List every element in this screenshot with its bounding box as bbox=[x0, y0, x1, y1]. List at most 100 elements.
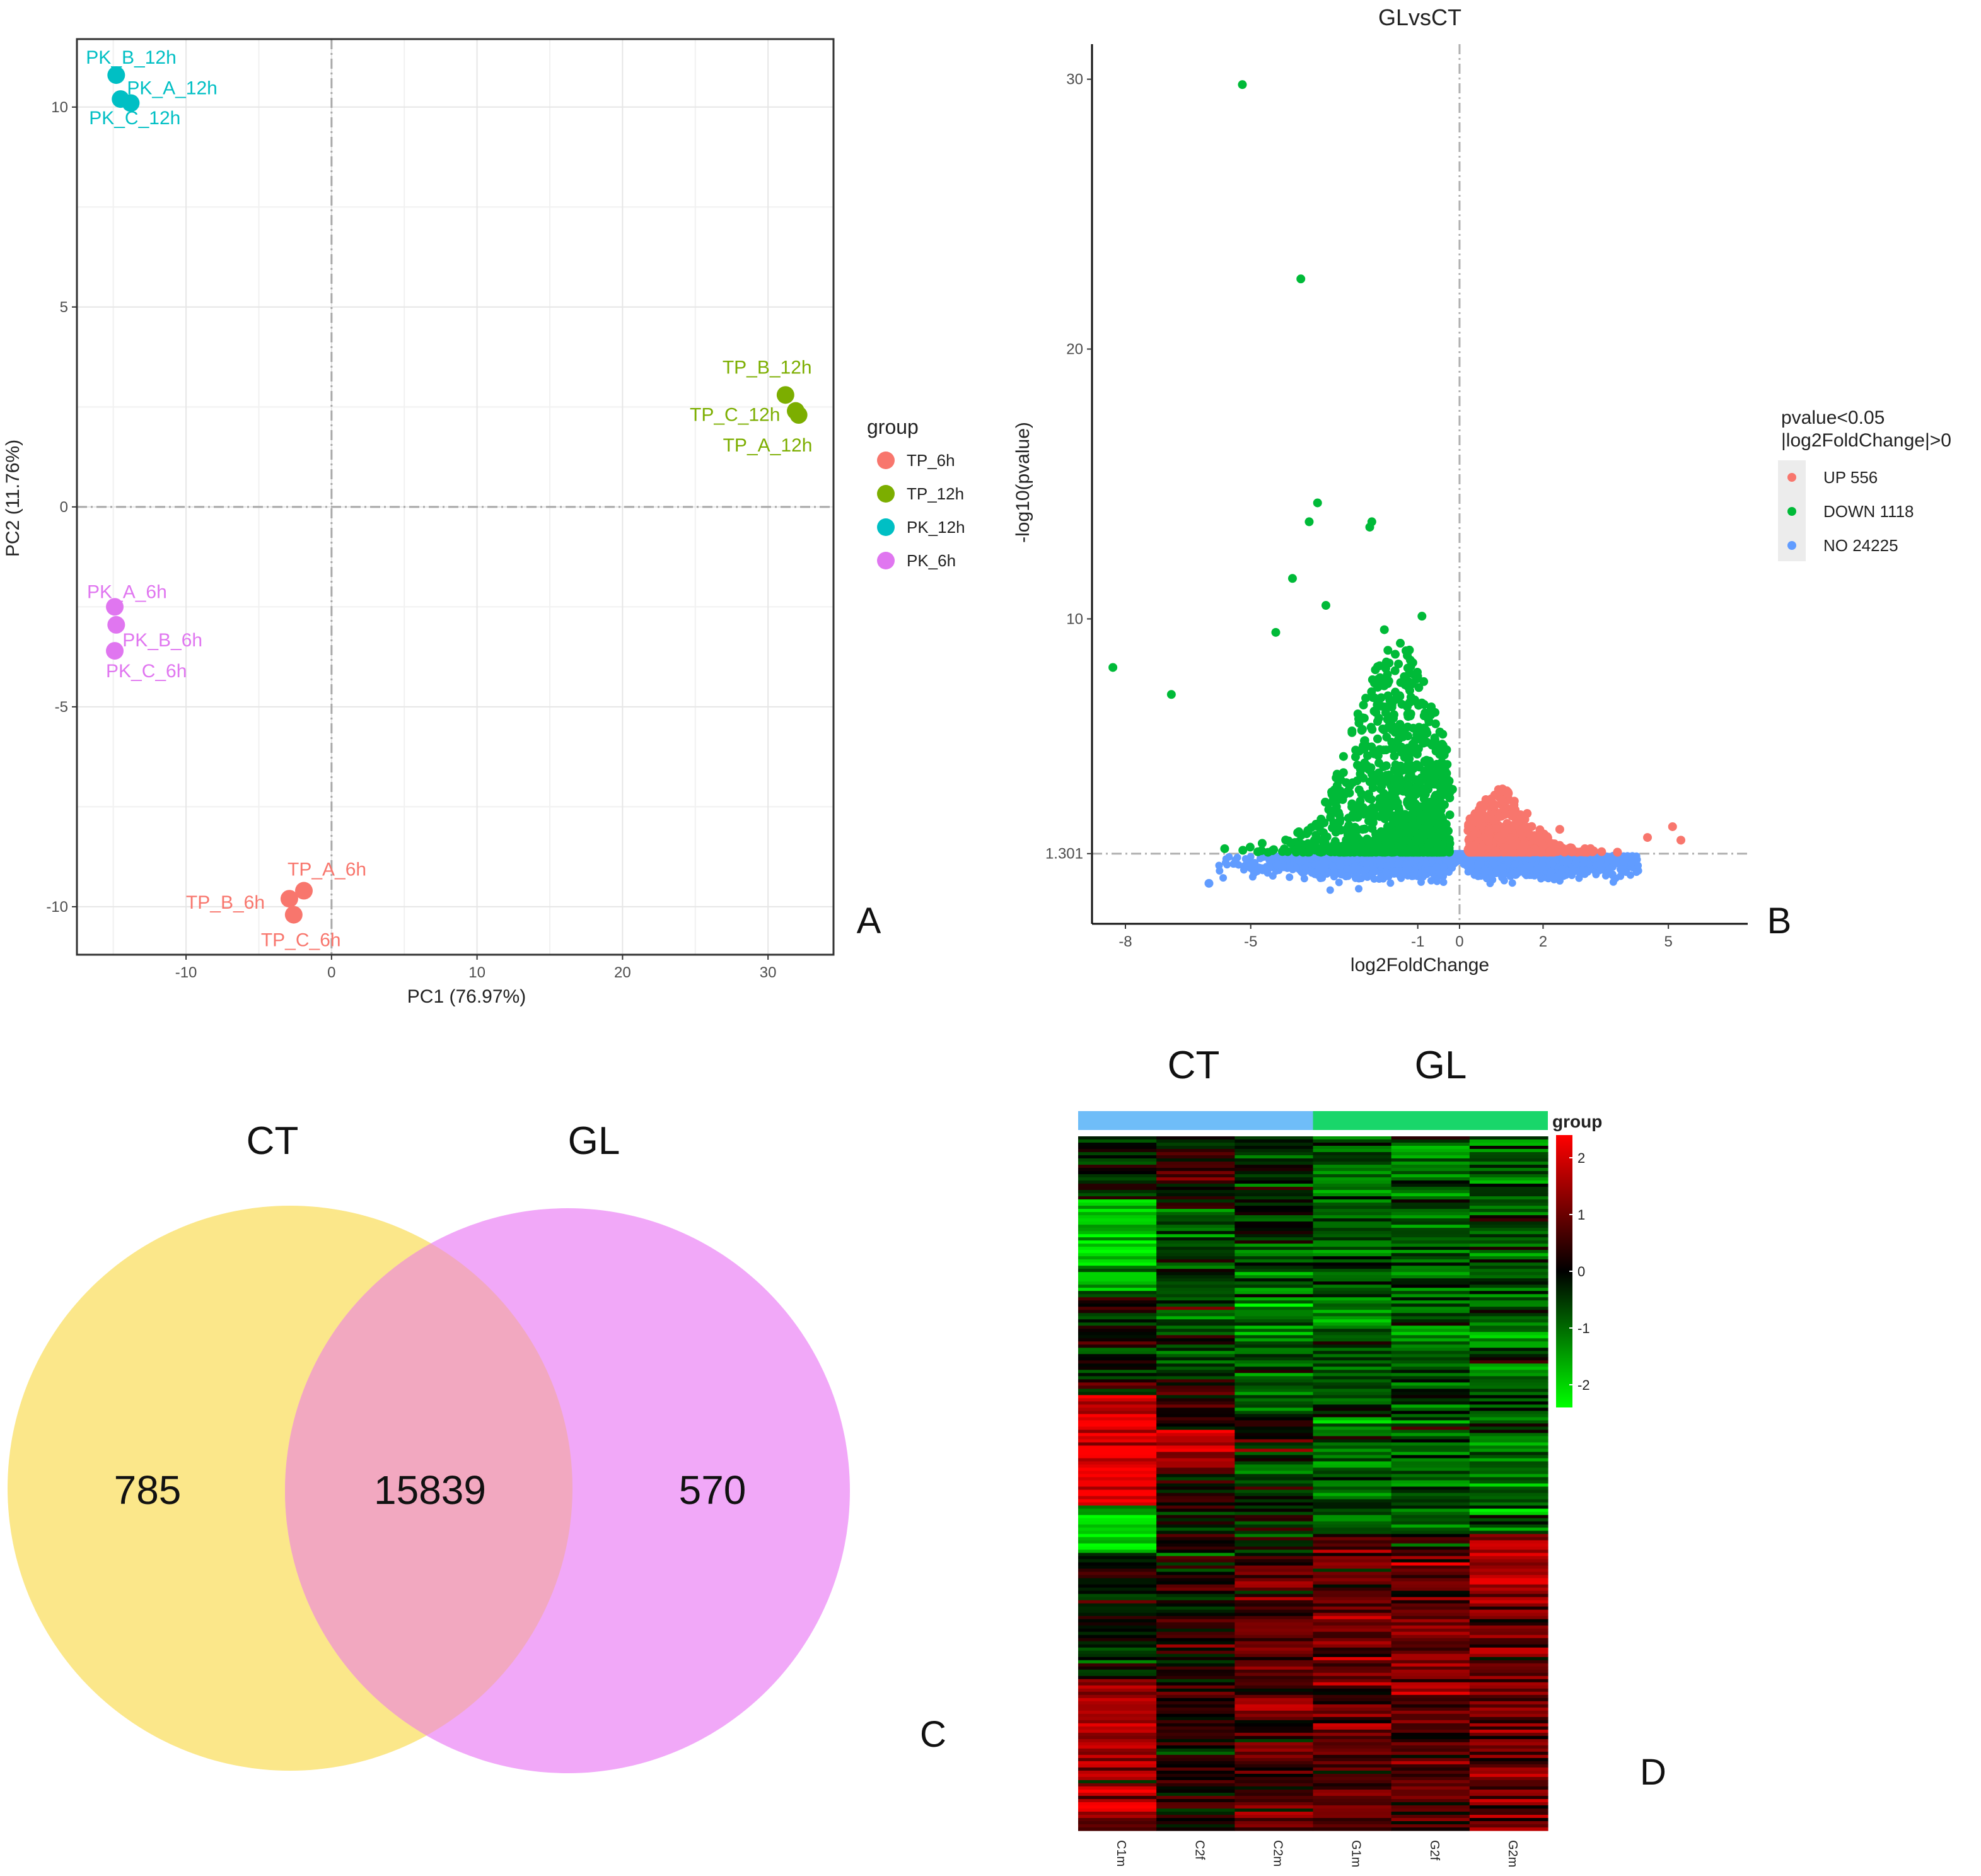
pca-x-axis-label: PC1 (76.97%) bbox=[407, 986, 526, 1007]
pca-point bbox=[789, 406, 808, 424]
volcano-point-no bbox=[1286, 873, 1294, 882]
volcano-point-no bbox=[1386, 879, 1395, 887]
volcano-point-no bbox=[1246, 865, 1255, 873]
volcano-point-no bbox=[1472, 869, 1480, 877]
pca-points bbox=[106, 66, 808, 924]
volcano-x-tick-label: 2 bbox=[1539, 933, 1547, 950]
pca-y-tick-label: 5 bbox=[60, 299, 68, 316]
pca-legend-swatch bbox=[877, 485, 895, 503]
pca-point bbox=[295, 882, 313, 900]
pca-point-label: PK_B_12h bbox=[86, 47, 176, 68]
volcano-point-no bbox=[1506, 872, 1514, 880]
pca-y-tick-label: 0 bbox=[60, 499, 68, 516]
volcano-point-no bbox=[1355, 875, 1363, 883]
pca-plot-border bbox=[76, 38, 835, 956]
volcano-point-no bbox=[1231, 859, 1240, 868]
pca-point bbox=[106, 598, 124, 616]
pca-point-label: PK_C_6h bbox=[106, 661, 187, 682]
pca-point bbox=[776, 386, 794, 404]
pca-x-tick-label: 0 bbox=[327, 964, 335, 981]
volcano-point-no bbox=[1292, 864, 1300, 872]
pca-point bbox=[107, 615, 125, 634]
pca-point-label: TP_C_12h bbox=[690, 405, 780, 426]
volcano-x-tick-label: -5 bbox=[1244, 933, 1257, 950]
pca-legend-swatch bbox=[877, 518, 895, 536]
pca-y-tick-label: -10 bbox=[46, 899, 68, 916]
pca-x-tick-label: 20 bbox=[614, 964, 631, 981]
volcano-point-no bbox=[1215, 861, 1223, 870]
pca-legend-label: PK_6h bbox=[907, 551, 956, 570]
volcano-point-no bbox=[1233, 853, 1241, 861]
volcano-point-no bbox=[1617, 865, 1625, 873]
pca-point-label: PK_A_6h bbox=[87, 581, 167, 602]
volcano-point-no bbox=[1367, 871, 1375, 879]
volcano-x-tick-label: 5 bbox=[1664, 933, 1672, 950]
volcano-x-tick-label: 0 bbox=[1455, 933, 1463, 950]
volcano-y-tick-label: 10 bbox=[1066, 610, 1083, 627]
pca-point-label: TP_C_6h bbox=[261, 930, 341, 951]
volcano-point-no bbox=[1550, 875, 1558, 883]
volcano-point-no bbox=[1617, 872, 1625, 880]
pca-point bbox=[112, 90, 130, 108]
pca-legend-label: TP_6h bbox=[907, 451, 955, 470]
pca-y-axis-label: PC2 (11.76%) bbox=[3, 440, 23, 557]
pca-gridlines bbox=[77, 39, 834, 955]
pca-point-label: PK_A_12h bbox=[127, 78, 217, 98]
volcano-point-no bbox=[1329, 862, 1337, 870]
volcano-point-no bbox=[1555, 871, 1564, 880]
volcano-point-no bbox=[1248, 873, 1257, 881]
volcano-point-no bbox=[1562, 871, 1570, 879]
volcano-x-tick-label: -8 bbox=[1118, 933, 1132, 950]
volcano-point-no bbox=[1622, 868, 1630, 877]
panel-label-a: A bbox=[857, 900, 881, 941]
volcano-point-no bbox=[1335, 878, 1343, 887]
pca-x-tick-label: 30 bbox=[760, 964, 777, 981]
volcano-point-no bbox=[1439, 878, 1448, 887]
pca-point-label: TP_B_12h bbox=[723, 357, 812, 378]
volcano-point-no bbox=[1486, 879, 1494, 887]
volcano-point-no bbox=[1280, 863, 1288, 871]
pca-point bbox=[284, 906, 303, 924]
pca-legend-label: PK_12h bbox=[907, 518, 965, 537]
volcano-points bbox=[1108, 80, 1686, 894]
pca-y-tick-label: -5 bbox=[55, 699, 68, 716]
volcano-point-no bbox=[1221, 858, 1229, 866]
volcano-point-no bbox=[1343, 865, 1351, 873]
volcano-point-no bbox=[1308, 869, 1316, 877]
volcano-point-no bbox=[1499, 871, 1508, 879]
volcano-point-no bbox=[1272, 861, 1281, 870]
pca-point bbox=[107, 66, 125, 84]
volcano-x-tick-label: -1 bbox=[1411, 933, 1424, 950]
volcano-point-no bbox=[1427, 877, 1435, 885]
volcano-point-no bbox=[1410, 871, 1419, 880]
pca-point-label: TP_A_12h bbox=[723, 435, 813, 456]
pca-point-label: TP_A_6h bbox=[288, 859, 366, 880]
pca-legend-label: TP_12h bbox=[907, 484, 964, 503]
volcano-point-no bbox=[1632, 852, 1641, 860]
pca-x-tick-label: 10 bbox=[468, 964, 485, 981]
volcano-point-no bbox=[1344, 872, 1352, 880]
volcano-point-no bbox=[1241, 855, 1250, 863]
pca-point-label: TP_B_6h bbox=[186, 892, 265, 913]
volcano-point-no bbox=[1219, 874, 1228, 882]
volcano-point-no bbox=[1355, 885, 1363, 893]
volcano-point-no bbox=[1464, 868, 1472, 876]
volcano-point-no bbox=[1508, 879, 1516, 887]
volcano-y-tick-label: 20 bbox=[1066, 341, 1083, 358]
pca-point bbox=[280, 890, 298, 908]
volcano-point-no bbox=[1325, 868, 1333, 877]
pca-point-label: PK_C_12h bbox=[89, 108, 180, 129]
volcano-point-no bbox=[1634, 861, 1642, 870]
pca-legend-swatch bbox=[877, 452, 895, 469]
volcano-y-tick-label: 1.301 bbox=[1045, 846, 1083, 863]
volcano-title: GLvsCT bbox=[1378, 4, 1461, 30]
volcano-point-no bbox=[1377, 872, 1385, 880]
volcano-point-no bbox=[1575, 874, 1583, 882]
pca-y-tick-label: 10 bbox=[51, 99, 68, 116]
